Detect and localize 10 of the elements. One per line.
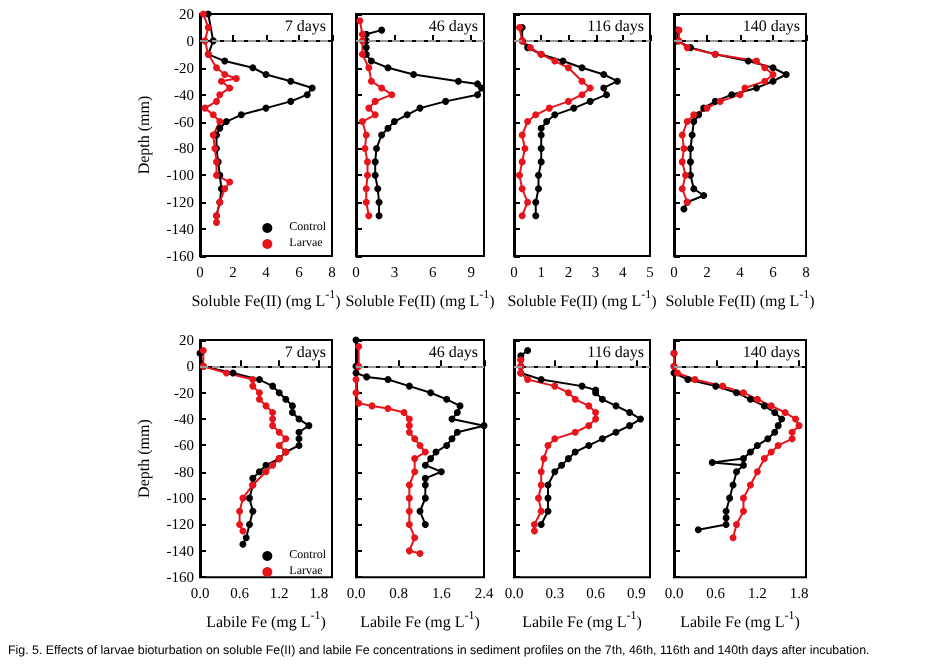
chart-title: 46 days xyxy=(428,17,479,35)
chart-title: 46 days xyxy=(428,343,479,361)
chart-title: 7 days xyxy=(284,343,327,361)
y-axis-title: Depth (mm) xyxy=(135,418,153,498)
chart-title: 116 days xyxy=(587,17,645,35)
y-axis-title: Depth (mm) xyxy=(135,95,153,175)
chart-title: 140 days xyxy=(742,343,801,361)
chart-title: 116 days xyxy=(587,343,645,361)
chart-title: 7 days xyxy=(284,17,327,35)
chart-title: 140 days xyxy=(742,17,801,35)
